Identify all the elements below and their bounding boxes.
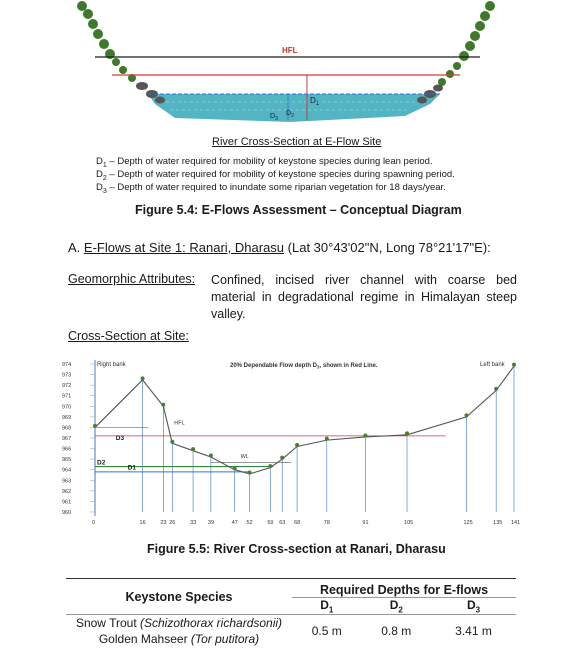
d3-header: D3	[431, 597, 516, 616]
depths-header: Required Depths for E-flows	[292, 578, 516, 598]
y-tick-label: 971	[62, 394, 71, 400]
x-tick-label: 78	[324, 520, 330, 526]
y-tick-label: 973	[62, 373, 71, 379]
hfl-label: HFL	[282, 46, 298, 55]
x-tick-label: 59	[267, 520, 273, 526]
x-tick-label: 125	[463, 520, 472, 526]
x-tick-label: 47	[232, 520, 238, 526]
profile-point	[208, 453, 213, 458]
section-title: E-Flows at Site 1: Ranari, Dharasu	[83, 240, 285, 255]
right-bank-label: Right bank	[97, 362, 127, 368]
profile-point	[161, 402, 166, 407]
x-tick-label: 91	[362, 520, 368, 526]
water-body	[148, 94, 440, 122]
keystone-table: Keystone Species Required Depths for E-f…	[66, 578, 516, 647]
cross-section-label: Cross-Section at Site:	[68, 329, 189, 343]
left-bank-label: Left bank	[480, 362, 506, 368]
d2-label: D2	[97, 459, 106, 466]
profile-point	[140, 376, 145, 381]
profile-point	[170, 439, 175, 444]
d1-label: D1	[128, 465, 137, 472]
wl-label: WL	[241, 454, 249, 460]
x-tick-label: 52	[247, 520, 253, 526]
profile-point	[93, 423, 97, 428]
x-tick-label: 68	[294, 520, 300, 526]
hfl-label: HFL	[174, 420, 184, 426]
profile-point	[268, 464, 273, 469]
y-tick-label: 970	[62, 404, 71, 410]
y-tick-label: 966	[62, 447, 71, 453]
d3-value: 3.41 m	[455, 624, 492, 639]
figure-5-5-caption: Figure 5.5: River Cross-section at Ranar…	[147, 542, 446, 556]
y-tick-label: 965	[62, 457, 71, 463]
y-tick-label: 962	[62, 489, 71, 495]
y-tick-label: 969	[62, 415, 71, 421]
conceptual-diagram: HFL D1 D2 D3	[60, 0, 510, 132]
profile-point	[363, 433, 368, 438]
x-tick-label: 63	[279, 520, 285, 526]
y-tick-label: 972	[62, 383, 71, 389]
x-tick-label: 105	[404, 520, 413, 526]
left-bank	[60, 0, 510, 132]
x-tick-label: 33	[190, 520, 196, 526]
d2-header: D2	[361, 597, 431, 616]
vegetation-right	[438, 1, 495, 86]
d1-label: D1	[310, 96, 320, 107]
profile-point	[247, 470, 252, 475]
profile-point	[295, 442, 300, 447]
y-tick-label: 968	[62, 425, 71, 431]
bed-profile-line	[94, 365, 515, 475]
y-tick-label: 964	[62, 468, 71, 474]
legend-d3: D3 – Depth of water required to inundate…	[96, 182, 446, 195]
profile-point	[494, 386, 499, 391]
x-tick-label: 23	[160, 520, 166, 526]
y-tick-label: 960	[62, 510, 71, 516]
chart-note: 20% Dependable Flow depth D3, shown in R…	[230, 363, 378, 370]
y-tick-label: 974	[62, 362, 71, 368]
x-tick-label: 135	[493, 520, 502, 526]
x-tick-label: 16	[140, 520, 146, 526]
x-tick-label: 0	[92, 520, 95, 526]
section-heading: A. E-Flows at Site 1: Ranari, Dharasu (L…	[68, 240, 491, 255]
cross-section-chart: 974 973 972 971 970 969 968 967 966 965 964 963 962 9…	[62, 360, 520, 526]
profile-point	[464, 413, 469, 418]
geomorphic-label: Geomorphic Attributes:	[68, 272, 196, 286]
table-row: Golden Mahseer (Tor putitora)	[66, 631, 516, 647]
profile-point	[232, 466, 237, 471]
profile-point	[191, 447, 196, 452]
species-cell: Golden Mahseer (Tor putitora)	[98, 632, 260, 647]
legend-d1: D1 – Depth of water required for mobilit…	[96, 156, 433, 169]
profile-point	[280, 455, 285, 460]
y-tick-label: 967	[62, 436, 71, 442]
d1-value: 0.5 m	[311, 624, 342, 639]
geomorphic-text: Confined, incised river channel with coa…	[211, 273, 517, 321]
profile-point	[324, 436, 329, 441]
legend-d2: D2 – Depth of water required for mobilit…	[96, 169, 455, 182]
x-tick-label: 141	[511, 520, 520, 526]
profile-point	[405, 431, 410, 436]
y-tick-label: 961	[62, 499, 71, 505]
diagram-caption: River Cross-Section at E-Flow Site	[212, 136, 382, 148]
d3-label: D3	[270, 113, 278, 122]
x-tick-label: 39	[208, 520, 214, 526]
species-cell: Snow Trout (Schizothorax richardsonii)	[75, 616, 283, 631]
y-tick-label: 963	[62, 478, 71, 484]
table-row: Snow Trout (Schizothorax richardsonii) 0…	[66, 615, 516, 638]
d2-label: D2	[286, 110, 294, 119]
d2-value: 0.8 m	[381, 624, 412, 639]
species-header: Keystone Species	[66, 578, 292, 616]
profile-point	[512, 362, 516, 367]
figure-5-4-caption: Figure 5.4: E-Flows Assessment – Concept…	[135, 203, 462, 217]
d1-header: D1	[292, 597, 362, 616]
x-tick-label: 26	[169, 520, 175, 526]
d3-label: D3	[116, 435, 125, 442]
